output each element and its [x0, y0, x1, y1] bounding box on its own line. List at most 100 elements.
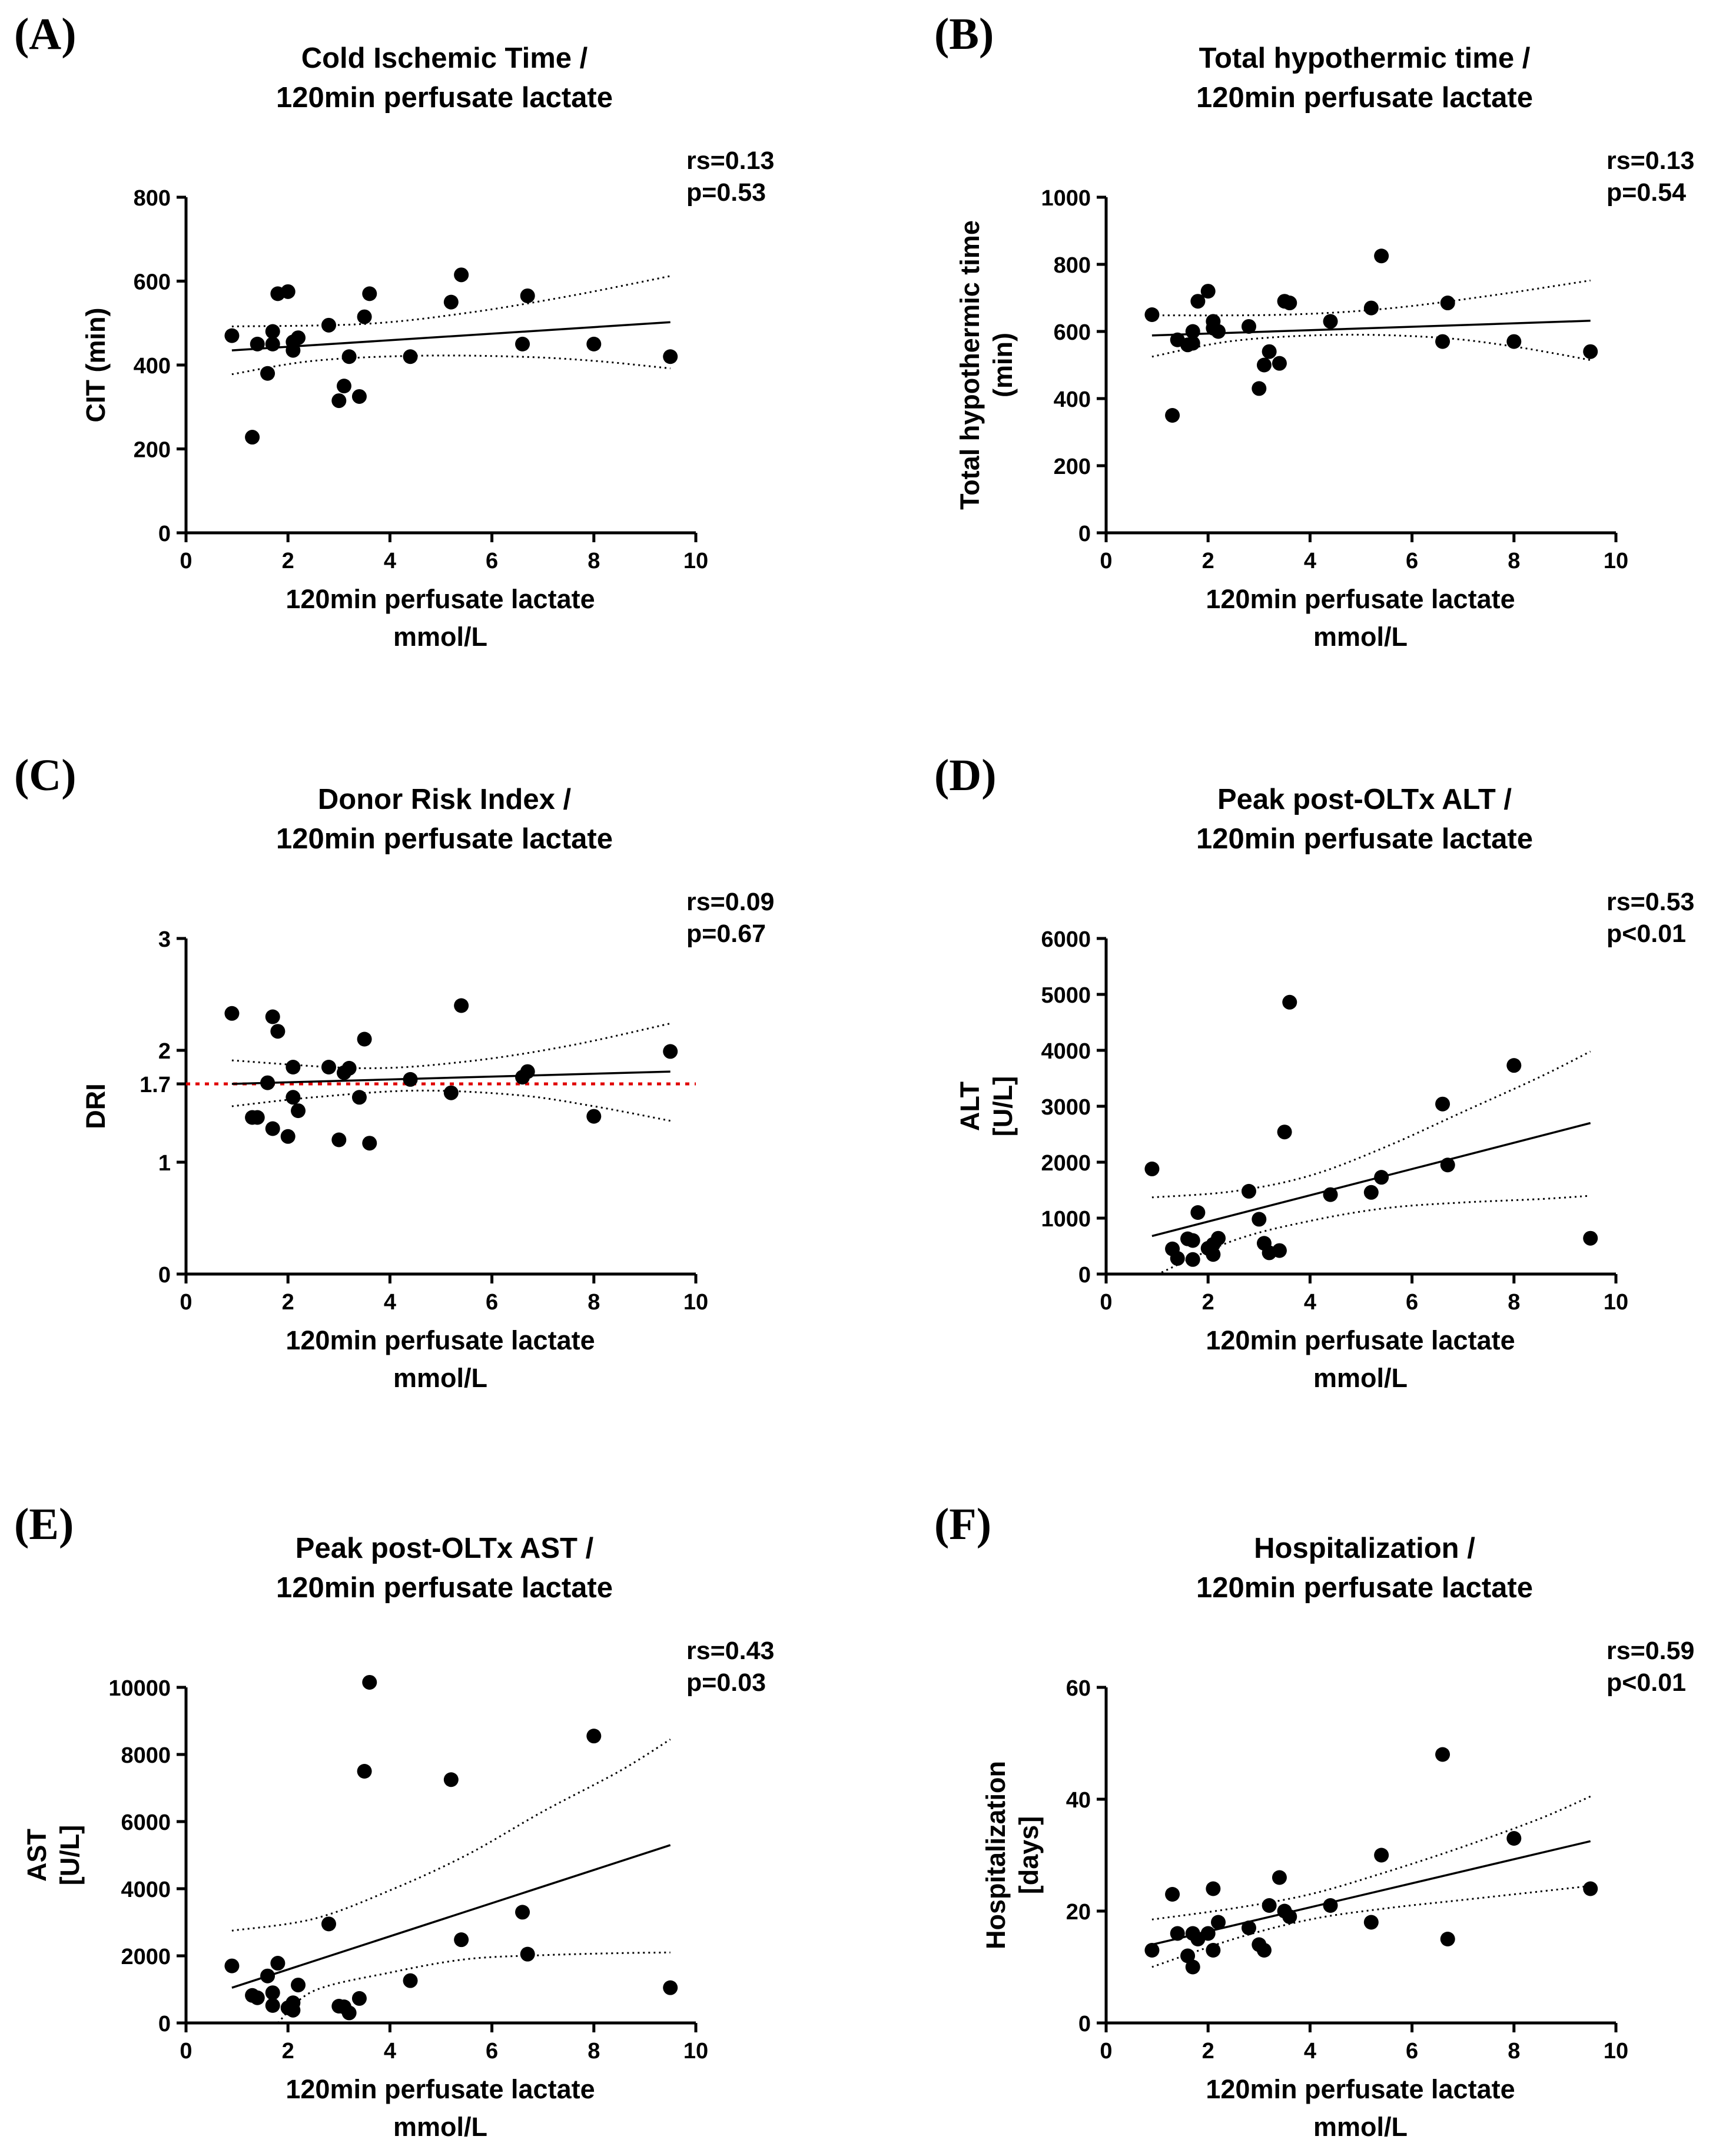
data-point: [1185, 324, 1200, 339]
chart-title-line: 120min perfusate lactate: [1196, 823, 1533, 855]
x-tick-label: 10: [1604, 549, 1628, 573]
data-point: [586, 336, 602, 351]
data-point: [321, 1060, 336, 1074]
data-point: [331, 1132, 347, 1147]
data-point: [291, 1978, 306, 1993]
data-point: [1272, 1243, 1287, 1258]
data-point: [520, 288, 535, 303]
x-axis-label: mmol/L: [1313, 2112, 1408, 2142]
regression-line: [1151, 1840, 1591, 1946]
data-point: [1200, 284, 1216, 299]
chart-title-line: 120min perfusate lactate: [276, 823, 613, 855]
panel-label: (A): [14, 9, 77, 59]
data-point: [1144, 1161, 1160, 1176]
data-point: [245, 430, 260, 445]
ci-lower-band: [1151, 1885, 1591, 1968]
y-axis-label: ALT: [955, 1082, 985, 1131]
y-tick-label: 20: [1066, 1900, 1091, 1925]
x-tick-label: 8: [588, 549, 600, 573]
ci-upper-band: [231, 1739, 671, 1932]
data-point: [260, 366, 276, 381]
data-point: [403, 1973, 418, 1988]
data-point: [362, 1674, 377, 1690]
x-tick-label: 6: [1406, 1290, 1418, 1315]
data-point: [1363, 300, 1379, 316]
data-point: [1583, 344, 1598, 359]
data-point: [260, 1075, 276, 1090]
y-tick-label: 6000: [121, 1810, 171, 1835]
x-tick-label: 0: [1100, 549, 1112, 573]
data-point: [1206, 1247, 1221, 1262]
data-point: [443, 1085, 459, 1100]
data-point: [1374, 248, 1389, 264]
data-point: [1272, 1870, 1287, 1885]
p-value: p=0.53: [686, 178, 766, 207]
x-tick-label: 6: [486, 2039, 498, 2064]
y-axis-label: Total hypothermic time: [955, 220, 985, 510]
regression-line: [231, 321, 671, 351]
y-tick-label: 0: [1078, 522, 1091, 546]
panel-d: (D) Peak post-OLTx ALT / 120min perfusate …: [934, 751, 1694, 1393]
data-point: [265, 1121, 280, 1136]
x-tick-label: 0: [1100, 1290, 1112, 1315]
data-point: [1323, 1187, 1338, 1202]
data-point: [1190, 1205, 1206, 1220]
data-point: [663, 349, 678, 364]
ci-upper-band: [1151, 279, 1591, 317]
data-point: [286, 1090, 301, 1105]
data-point: [1185, 1252, 1200, 1267]
data-point: [280, 1129, 296, 1144]
data-point: [403, 1072, 418, 1087]
data-point: [403, 349, 418, 364]
y-tick-label: 200: [134, 438, 171, 463]
x-tick-label: 4: [1304, 1290, 1316, 1315]
data-point: [1506, 1831, 1522, 1846]
data-point: [270, 1024, 286, 1039]
data-point: [351, 389, 367, 404]
ci-upper-band: [231, 275, 671, 327]
data-point: [1374, 1170, 1389, 1185]
data-point: [1144, 307, 1160, 322]
panel-label: (B): [934, 9, 994, 59]
x-tick-label: 2: [1202, 1290, 1214, 1315]
data-point: [286, 1060, 301, 1074]
data-point: [224, 328, 240, 343]
data-point: [1323, 1898, 1338, 1913]
y-axis-label: (min): [988, 333, 1018, 397]
chart-title-line: Peak post-OLTx AST /: [296, 1533, 594, 1564]
ci-lower-band: [277, 1951, 671, 2023]
data-point: [1165, 408, 1180, 423]
x-axis-label: mmol/L: [1313, 622, 1408, 652]
ci-lower-band: [231, 1089, 671, 1122]
y-tick-label: 60: [1066, 1676, 1091, 1701]
data-point: [1282, 296, 1297, 311]
y-tick-label: 1000: [1041, 186, 1091, 211]
x-tick-label: 2: [1202, 549, 1214, 573]
y-tick-label: 3000: [1041, 1095, 1091, 1120]
y-tick-label: 0: [1078, 1263, 1091, 1288]
x-axis-label: 120min perfusate lactate: [286, 2074, 595, 2104]
x-tick-label: 2: [282, 549, 294, 573]
data-point: [1211, 1915, 1226, 1930]
p-value: p<0.01: [1607, 1669, 1686, 1697]
chart-title-line: 120min perfusate lactate: [276, 82, 613, 114]
chart-title-line: Hospitalization /: [1254, 1533, 1475, 1564]
chart-title-line: 120min perfusate lactate: [1196, 1572, 1533, 1604]
data-point: [357, 1031, 372, 1047]
data-point: [1363, 1185, 1379, 1200]
x-tick-label: 4: [1304, 549, 1316, 573]
data-point: [454, 267, 469, 283]
data-point: [265, 336, 280, 351]
data-point: [280, 284, 296, 299]
data-point: [321, 1916, 336, 1932]
data-point: [265, 1009, 280, 1024]
data-point: [224, 1958, 240, 1973]
data-point: [1583, 1881, 1598, 1896]
panel-b: (B) Total hypothermic time / 120min perfus…: [934, 9, 1694, 652]
y-tick-label: 200: [1054, 455, 1091, 479]
data-point: [1170, 1926, 1185, 1941]
p-value: p=0.67: [686, 920, 766, 948]
x-tick-label: 8: [1508, 549, 1520, 573]
data-point: [1190, 294, 1206, 309]
data-point: [1200, 1926, 1216, 1941]
